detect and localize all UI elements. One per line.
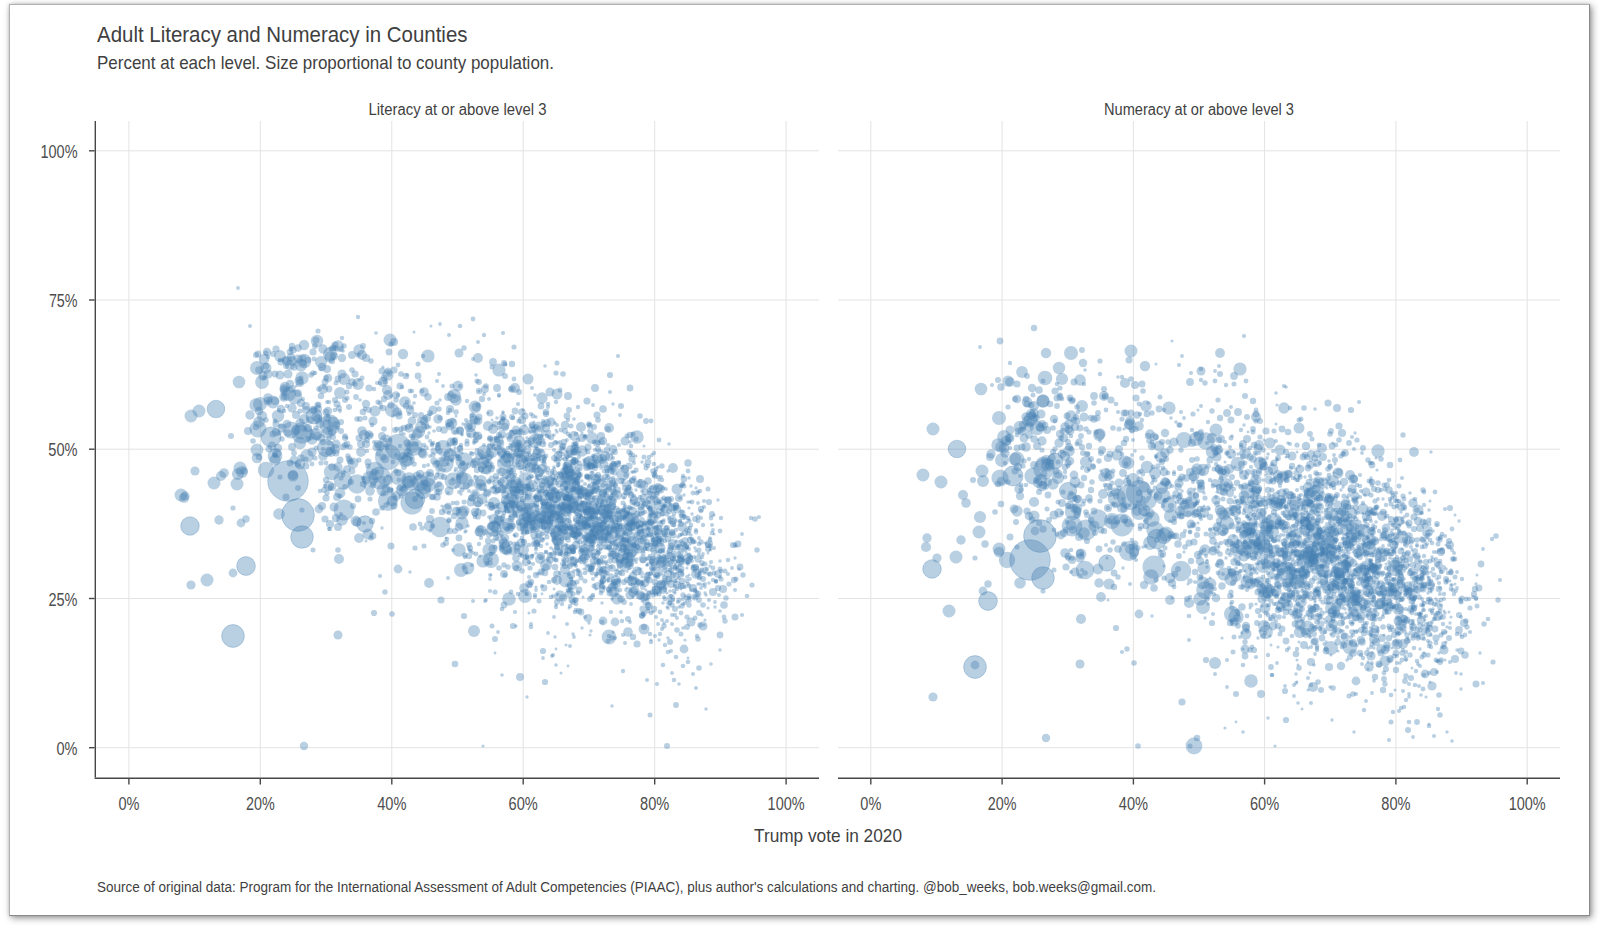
svg-text:Literacy at or above level 3: Literacy at or above level 3 [369,99,547,119]
svg-text:40%: 40% [377,794,406,814]
svg-text:80%: 80% [640,794,669,814]
svg-text:40%: 40% [1119,794,1148,814]
svg-text:80%: 80% [1381,794,1410,814]
svg-text:20%: 20% [246,794,275,814]
svg-text:75%: 75% [49,291,78,311]
svg-text:Percent at each level. Size pr: Percent at each level. Size proportional… [97,53,554,73]
svg-text:Trump vote in 2020: Trump vote in 2020 [754,825,902,846]
svg-text:100%: 100% [768,794,805,814]
svg-text:100%: 100% [41,142,78,162]
svg-text:100%: 100% [1509,794,1546,814]
svg-text:0%: 0% [57,739,78,759]
svg-text:0%: 0% [860,794,881,814]
svg-text:60%: 60% [1250,794,1279,814]
svg-text:Adult Literacy and Numeracy in: Adult Literacy and Numeracy in Counties [97,22,468,47]
svg-text:20%: 20% [988,794,1017,814]
svg-text:Source of original data: Progr: Source of original data: Program for the… [97,878,1156,895]
svg-text:60%: 60% [509,794,538,814]
svg-text:25%: 25% [49,590,78,610]
svg-text:Numeracy at or above level 3: Numeracy at or above level 3 [1104,99,1294,119]
svg-text:50%: 50% [48,440,77,460]
svg-text:0%: 0% [118,794,139,814]
